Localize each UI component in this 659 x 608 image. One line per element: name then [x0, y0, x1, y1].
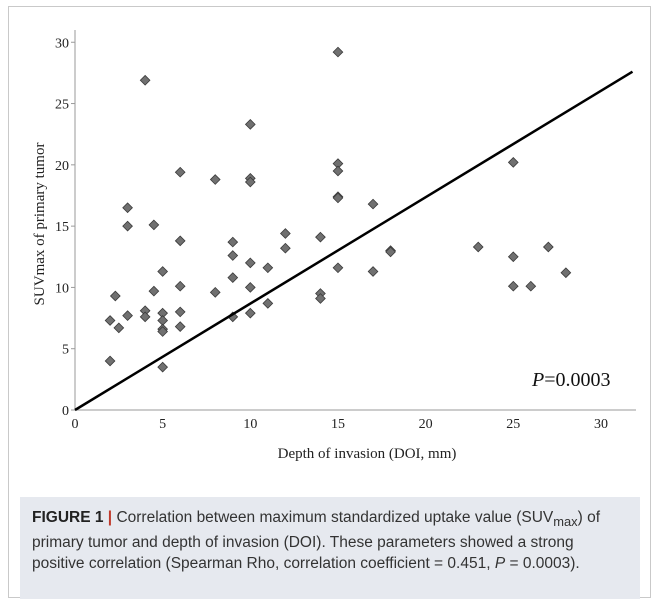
caption-label: FIGURE 1 | [32, 509, 112, 526]
data-point [385, 246, 396, 258]
caption-subscript: max [553, 514, 578, 530]
x-axis-title: Depth of invasion (DOI, mm) [278, 446, 457, 462]
caption-separator: | [107, 509, 113, 526]
data-point [367, 266, 379, 277]
data-point [244, 307, 256, 319]
data-point [244, 176, 256, 188]
x-tick-label: 10 [243, 417, 257, 432]
figure-caption: FIGURE 1 | Correlation between maximum s… [20, 497, 640, 599]
data-point [174, 321, 186, 333]
data-point [332, 262, 344, 274]
x-tick-label: 0 [72, 417, 79, 432]
data-point [332, 165, 344, 177]
x-tick-label: 5 [159, 417, 166, 432]
data-point [244, 119, 256, 130]
y-tick-label: 20 [55, 159, 69, 174]
data-point [560, 267, 572, 279]
trendline [74, 70, 634, 412]
caption-text-1: Correlation between maximum standardized… [112, 509, 554, 526]
data-point [227, 236, 239, 248]
data-point [174, 280, 186, 292]
y-tick-label: 0 [62, 404, 69, 419]
data-point [122, 220, 133, 232]
data-point [280, 242, 291, 254]
data-point [209, 174, 221, 185]
y-tick-label: 15 [55, 220, 69, 235]
data-point [227, 272, 239, 283]
data-point [157, 326, 169, 337]
data-point [315, 293, 326, 304]
x-tick-label: 25 [506, 417, 520, 432]
x-tick-label: 20 [419, 417, 433, 432]
p-value-symbol: P [531, 369, 544, 391]
caption-p-symbol: P [494, 555, 506, 573]
y-tick-label: 25 [55, 98, 69, 113]
data-point [332, 46, 344, 58]
data-point [174, 306, 186, 318]
data-point [122, 202, 133, 214]
x-tick-label: 15 [331, 417, 345, 432]
data-point [139, 74, 151, 86]
data-point [244, 282, 256, 293]
data-point [507, 157, 519, 168]
data-point [113, 322, 125, 334]
data-point [122, 310, 133, 321]
data-point [262, 262, 274, 274]
chart-points [104, 46, 572, 373]
chart-axes [74, 30, 636, 411]
data-point [244, 257, 256, 269]
y-tick-label: 30 [55, 36, 69, 51]
y-axis-title: SUVmax of primary tumor [32, 143, 48, 306]
data-point [507, 280, 519, 292]
p-value-annotation: P=0.0003 [531, 369, 611, 391]
chart-ticks: 0 5 10 15 20 25 30 0 5 10 15 20 25 30 [55, 36, 608, 432]
data-point [507, 251, 519, 263]
data-point [157, 266, 169, 277]
data-point [174, 166, 186, 178]
data-point [472, 241, 484, 253]
caption-figure-number: FIGURE 1 [32, 509, 104, 526]
data-point [104, 355, 116, 367]
caption-text-3: = 0.0003). [505, 555, 580, 573]
x-tick-label: 30 [594, 417, 608, 432]
data-point [139, 311, 151, 323]
data-point [148, 219, 160, 231]
data-point [148, 285, 160, 297]
data-point [109, 290, 121, 302]
data-point [367, 198, 379, 210]
data-point [332, 192, 344, 204]
data-point [209, 286, 221, 298]
y-tick-label: 5 [62, 343, 69, 358]
data-point [104, 315, 116, 326]
p-value-number: =0.0003 [544, 369, 610, 391]
data-point [157, 361, 169, 373]
data-point [262, 297, 274, 309]
scatter-chart: 0 5 10 15 20 25 30 0 5 10 15 20 25 30 Depth of invasi… [32, 30, 636, 462]
caption-text-2: ) of primary tumor and depth of invasion… [32, 509, 601, 573]
data-point [315, 231, 326, 243]
data-point [542, 241, 554, 253]
data-point [280, 228, 291, 239]
y-tick-label: 10 [55, 281, 69, 296]
data-point [227, 250, 239, 261]
data-point [174, 235, 186, 247]
data-point [525, 280, 537, 292]
